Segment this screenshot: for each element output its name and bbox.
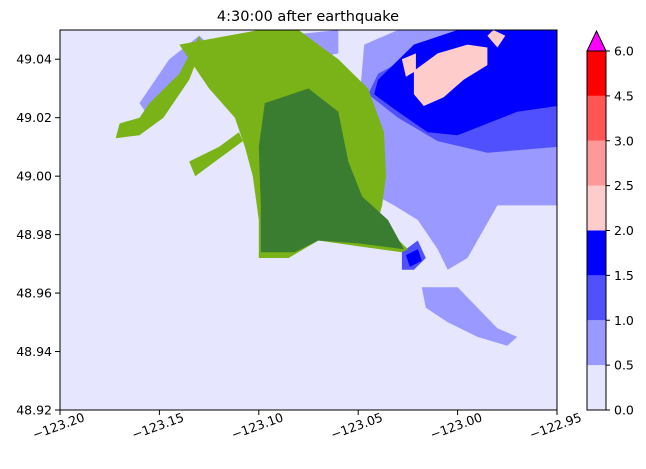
colorbar-tick-label: 4.5 [614, 88, 634, 103]
y-tick-label: 49.02 [16, 110, 52, 125]
colorbar-tick-label: 2.5 [614, 178, 634, 193]
colorbar-segment [587, 51, 606, 96]
colorbar-segment [587, 320, 606, 366]
x-tick-label: −123.05 [329, 409, 385, 442]
land-region-1 [115, 35, 204, 139]
colorbar-tick-label: 0.0 [614, 403, 634, 418]
colorbar-segment [587, 365, 606, 410]
colorbar-tick-label: 2.0 [614, 223, 634, 238]
colorbar-tick-label: 3.0 [614, 133, 634, 148]
depth-region-1 [421, 287, 518, 346]
y-tick-label: 48.98 [16, 227, 52, 242]
depth-region-7 [374, 30, 557, 136]
land-region-3 [258, 88, 404, 253]
depth-regions [139, 30, 557, 346]
colorbar-tick-label: 1.0 [614, 313, 634, 328]
y-tick-label: 48.92 [16, 403, 52, 418]
y-axis: 48.92 48.94 48.96 48.98 49.00 49.02 49.04 [16, 52, 60, 418]
colorbar: 0.0 0.5 1.0 1.5 2.0 2.5 3.0 4.5 6.0 [586, 29, 634, 418]
depth-region-9 [413, 44, 488, 106]
y-tick-label: 49.00 [16, 169, 52, 184]
colorbar-tick-label: 0.5 [614, 358, 634, 373]
x-tick-label: −123.10 [229, 409, 285, 442]
colorbar-tick-label: 6.0 [614, 44, 634, 59]
colorbar-segment [587, 185, 606, 231]
colorbar-segment [587, 140, 606, 186]
map-plot-area [59, 29, 558, 411]
x-axis: −123.20 −123.15 −123.10 −123.05 −123.00 −122.… [30, 409, 583, 442]
x-tick-label: −122.95 [527, 409, 583, 442]
depth-region-11 [487, 30, 506, 48]
land-region-2 [189, 132, 243, 177]
x-tick-label: −123.00 [428, 409, 484, 442]
depth-region-8 [405, 249, 422, 267]
y-tick-label: 48.94 [16, 344, 52, 359]
land-regions [115, 30, 408, 258]
y-tick-label: 49.04 [16, 52, 52, 67]
colorbar-segment [587, 95, 606, 141]
chart-title: 4:30:00 after earthquake [217, 9, 399, 25]
colorbar-extend-max [586, 29, 607, 52]
colorbar-segment [587, 230, 606, 276]
colorbar-tick-label: 1.5 [614, 268, 634, 283]
x-tick-label: −123.15 [130, 409, 186, 442]
plot-frame [59, 29, 558, 411]
colorbar-segment [587, 275, 606, 321]
depth-region-10 [401, 53, 416, 77]
y-tick-label: 48.96 [16, 286, 52, 301]
